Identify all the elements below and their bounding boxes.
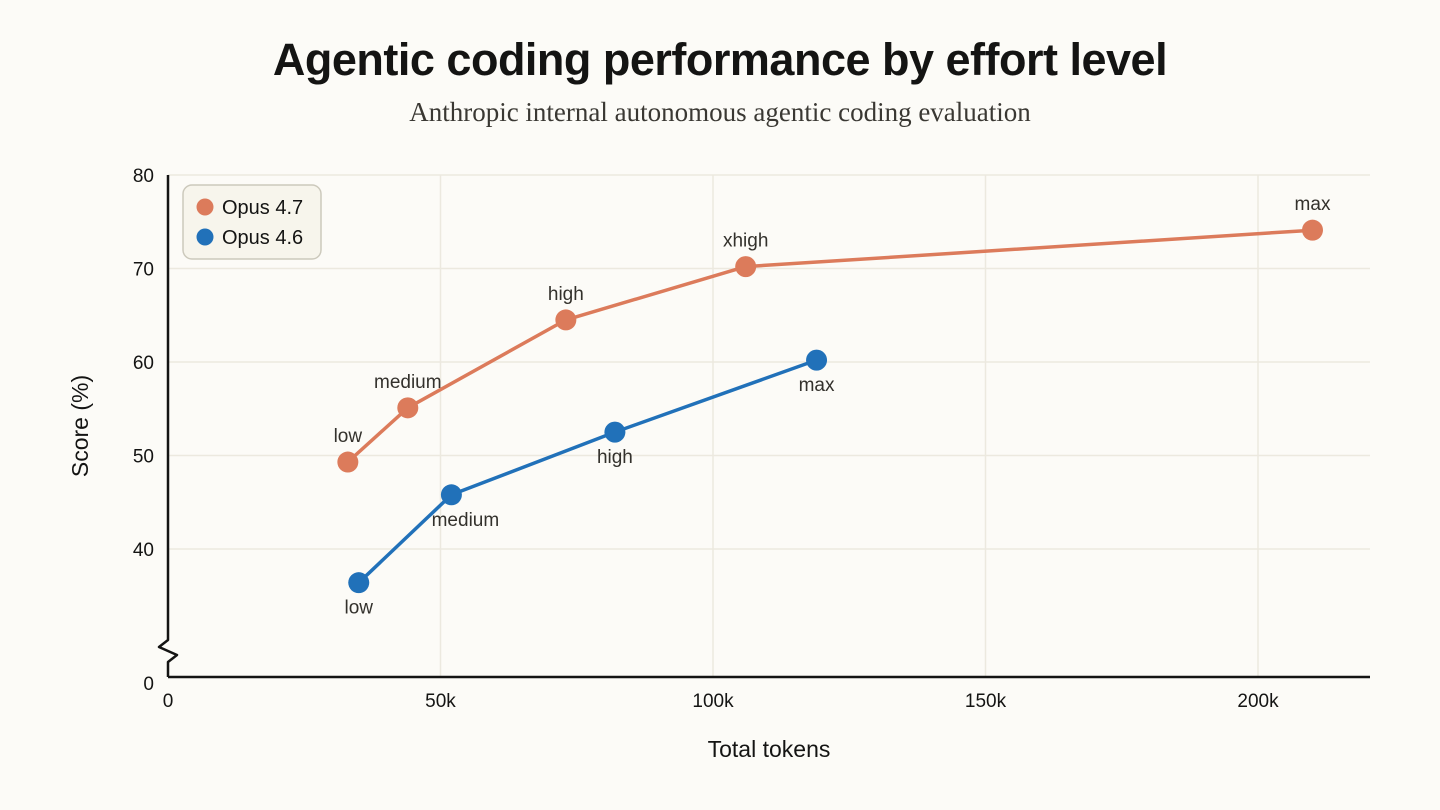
x-axis-title: Total tokens [708,736,831,762]
chart-title: Agentic coding performance by effort lev… [272,34,1168,85]
y-axis-title: Score (%) [67,375,93,477]
legend-box [182,184,322,260]
point-label-opus-4-6-max: max [799,375,835,396]
legend-label-opus-4-7: Opus 4.7 [222,197,303,219]
point-label-opus-4-7-xhigh: xhigh [723,231,768,252]
data-point-opus-4-6-medium [440,484,462,506]
y-tick-label: 70 [133,260,154,281]
data-point-opus-4-6-low [348,572,370,594]
point-label-opus-4-7-medium: medium [374,372,442,393]
x-tick-label: 100k [692,691,734,712]
x-tick-label: 0 [163,691,174,712]
data-point-opus-4-6-high [604,421,626,443]
y-tick-label-zero: 0 [143,674,154,695]
legend-swatch-opus-4-6 [196,228,214,246]
legend-swatch-opus-4-7 [196,198,214,216]
line-chart: 40 50 60 70 80 00 50k 100k 150k 200k Total tokens S… [67,166,1370,762]
y-tick-label: 40 [133,540,154,561]
chart-subtitle: Anthropic internal autonomous agentic co… [409,97,1031,127]
y-tick-label: 80 [133,166,154,187]
series-line-opus-4-7 [346,228,1315,464]
point-label-opus-4-6-low: low [344,598,373,619]
data-point-opus-4-7-low [337,451,359,473]
point-label-opus-4-6-medium: medium [432,510,500,531]
x-tick-label: 50k [425,691,456,712]
y-tick-label: 50 [133,447,154,468]
x-tick-label: 200k [1237,691,1279,712]
point-label-opus-4-6-high: high [597,447,633,468]
data-point-opus-4-7-max [1302,219,1323,241]
y-axis-with-break [157,175,179,677]
data-point-opus-4-7-xhigh [735,256,757,278]
data-point-opus-4-7-medium [397,397,419,419]
series-line-opus-4-6 [357,358,819,585]
legend-label-opus-4-6: Opus 4.6 [222,227,303,249]
point-label-opus-4-7-high: high [548,284,584,305]
data-point-opus-4-6-max [806,349,828,371]
point-label-opus-4-7-max: max [1295,194,1331,215]
y-tick-label: 60 [133,353,154,374]
point-label-opus-4-7-low: low [334,426,363,447]
data-point-opus-4-7-high [555,309,577,331]
x-tick-label: 150k [965,691,1007,712]
